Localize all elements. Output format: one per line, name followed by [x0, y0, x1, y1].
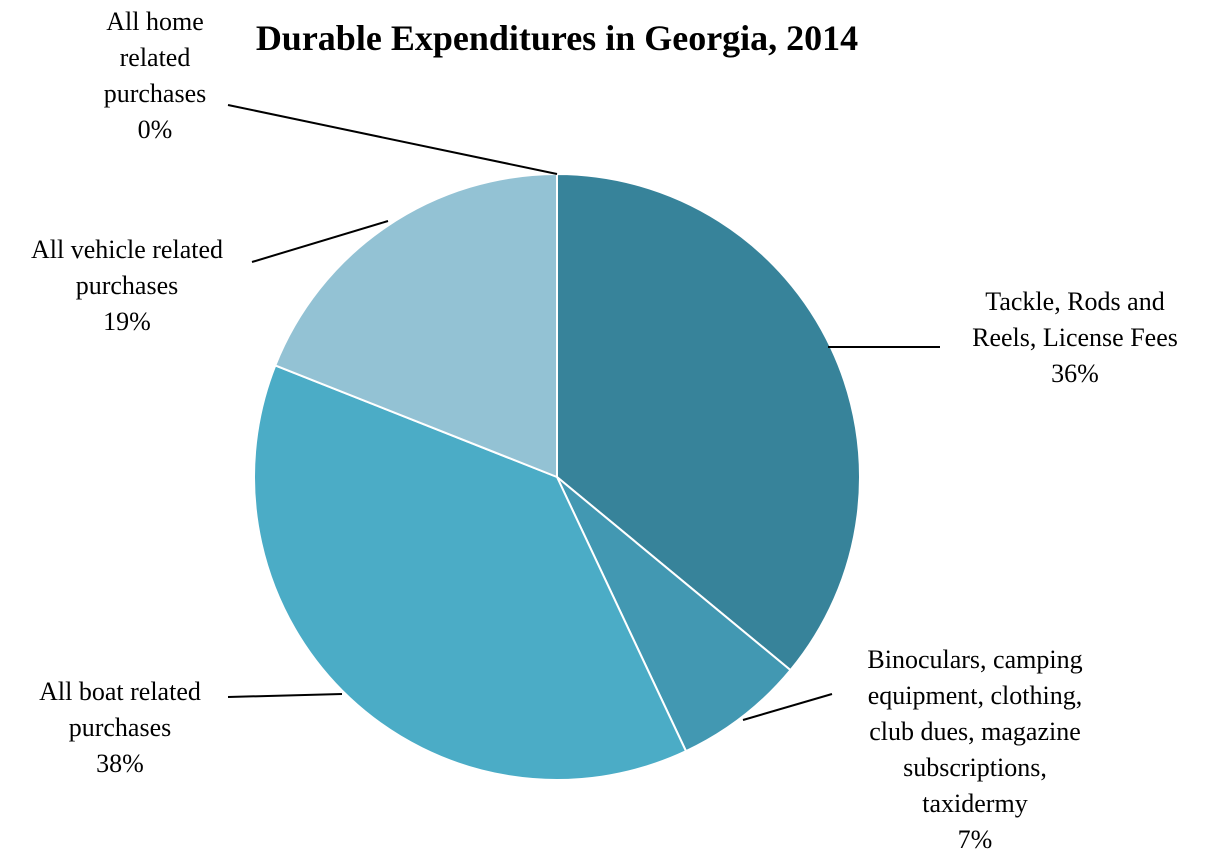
data-label: All vehicle related purchases 19% [31, 235, 223, 336]
data-label-line: All home [106, 7, 204, 36]
pie-slice [556, 476, 792, 753]
chart-title: Durable Expenditures in Georgia, 2014 [256, 18, 858, 58]
data-label-line: Tackle, Rods and [985, 287, 1164, 316]
data-label-line: purchases [104, 79, 207, 108]
data-label-line: purchases [69, 713, 172, 742]
data-label-percent: 36% [1051, 359, 1099, 388]
data-label-percent: 0% [138, 115, 173, 144]
data-label-percent: 38% [96, 749, 144, 778]
pie-slice [273, 172, 558, 479]
leader-line [742, 693, 833, 721]
leader-line [227, 104, 558, 175]
data-label-line: club dues, magazine [869, 717, 1081, 746]
data-label-line: Reels, License Fees [972, 323, 1178, 352]
data-label-percent: 7% [958, 825, 993, 850]
data-labels: Tackle, Rods and Reels, License Fees 36% Bi… [31, 7, 1178, 850]
data-label: Binoculars, camping equipment, clothing, c… [867, 645, 1082, 850]
data-label-line: Binoculars, camping [867, 645, 1082, 674]
data-label-line: All boat related [39, 677, 201, 706]
leader-line [251, 220, 389, 263]
data-label-line: All vehicle related [31, 235, 223, 264]
data-label-line: subscriptions, [903, 753, 1047, 782]
data-label: All home related purchases 0% [104, 7, 207, 144]
data-label: All boat related purchases 38% [39, 677, 201, 778]
pie-slices [253, 172, 861, 781]
data-label: Tackle, Rods and Reels, License Fees 36% [972, 287, 1178, 388]
data-label-line: taxidermy [922, 789, 1027, 818]
data-label-line: purchases [76, 271, 179, 300]
leader-lines [227, 104, 940, 721]
pie-slice [253, 364, 688, 781]
data-label-line: equipment, clothing, [868, 681, 1082, 710]
leader-line [227, 693, 343, 698]
data-label-percent: 19% [103, 307, 151, 336]
data-label-line: related [120, 43, 191, 72]
